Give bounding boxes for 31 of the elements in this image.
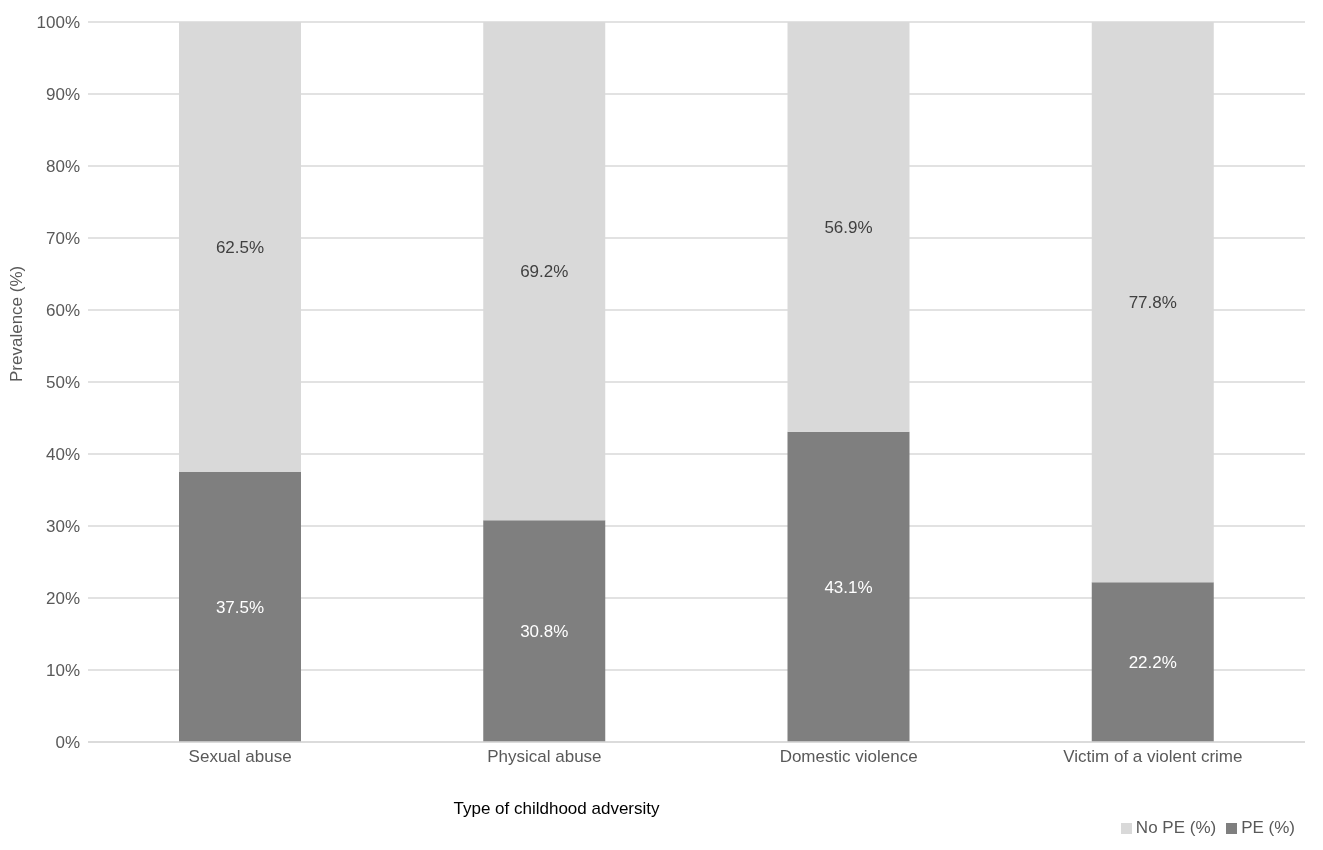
bar	[787, 431, 910, 742]
x-axis-title: Type of childhood adversity	[453, 799, 660, 818]
data-label: 22.2%	[1128, 653, 1177, 673]
bar	[179, 472, 301, 742]
y-tick-label: 40%	[45, 445, 80, 465]
x-tick-label: Sexual abuse	[188, 747, 292, 767]
y-tick-label: 20%	[45, 589, 80, 609]
data-label: 62.5%	[215, 238, 265, 258]
y-axis-title: Prevalence (%)	[7, 265, 27, 382]
data-label: 69.2%	[520, 262, 569, 282]
y-tick-label: 90%	[45, 85, 80, 105]
y-tick-label: 10%	[45, 661, 80, 681]
legend-label: PE (%)	[1241, 818, 1295, 837]
bar	[1091, 582, 1214, 742]
y-tick-label: 100%	[36, 13, 80, 33]
y-tick-label: 60%	[45, 301, 80, 321]
x-tick-label: Victim of a violent crime	[1063, 747, 1243, 767]
data-label: 77.8%	[1128, 293, 1177, 313]
x-tick-label: Domestic violence	[779, 747, 918, 767]
y-tick-label: 30%	[45, 517, 80, 537]
bar	[483, 520, 606, 742]
y-tick-label: 80%	[45, 157, 80, 177]
data-label: 37.5%	[215, 598, 265, 618]
y-tick-label: 70%	[45, 229, 80, 249]
data-label: 30.8%	[520, 622, 569, 642]
data-label: 56.9%	[824, 217, 873, 237]
legend-label: No PE (%)	[1135, 818, 1217, 837]
x-tick-label: Physical abuse	[487, 747, 602, 767]
y-tick-label: 0%	[55, 733, 80, 753]
data-label: 43.1%	[824, 577, 873, 597]
y-tick-label: 50%	[45, 373, 80, 393]
